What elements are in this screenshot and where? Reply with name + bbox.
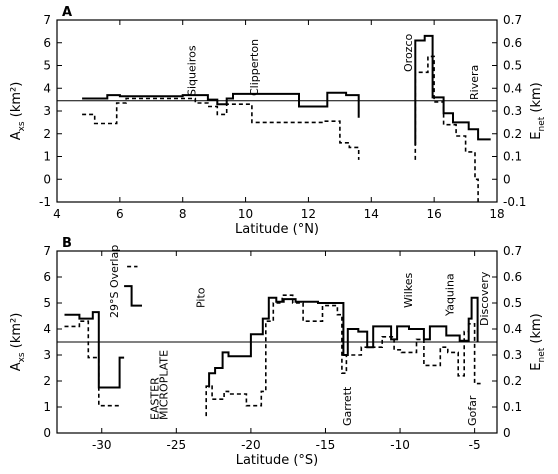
y-left-tick-label: 5 — [43, 59, 51, 73]
y-left-tick-label: 6 — [43, 270, 51, 284]
y-right-tick-label: 0 — [503, 426, 511, 440]
dashed-series-line — [64, 320, 120, 407]
y-right-tick-label: 0.3 — [503, 348, 522, 362]
y-left-tick-label: 2 — [43, 374, 51, 388]
x-tick-label: 4 — [53, 207, 61, 221]
y-right-tick-label: 0.7 — [503, 244, 522, 258]
y-left-tick-label: 1 — [43, 400, 51, 414]
y-right-tick-label: 0.5 — [503, 59, 522, 73]
solid-series-line — [82, 91, 360, 118]
annotation-label: Siqueiros — [185, 45, 198, 96]
y-left-tick-label: 0 — [43, 426, 51, 440]
x-tick-label: -30 — [92, 438, 112, 452]
dashed-series-line — [414, 55, 479, 202]
y-left-tick-label: 6 — [43, 36, 51, 50]
x-tick-label: -5 — [469, 438, 481, 452]
panel-b: B -30 -25 -20 -15 -10 -5 0 1 2 3 4 5 6 7 0 0.1 0.2 0.3 0.4… — [9, 236, 547, 468]
y-left-tick-label: 4 — [43, 322, 51, 336]
y-right-tick-label: 0.6 — [503, 36, 522, 50]
y-right-tick-label: 0.2 — [503, 374, 522, 388]
y-left-tick-label: 3 — [43, 104, 51, 118]
y-right-tick-label: 0.2 — [503, 127, 522, 141]
x-axis-label: Latitude (°N) — [235, 222, 319, 237]
x-tick-label: 14 — [364, 207, 379, 221]
y-left-tick-label: 2 — [43, 127, 51, 141]
y-left-tick-label: 7 — [43, 13, 51, 27]
annotation-label: Gofar — [466, 395, 479, 426]
x-tick-label: 6 — [116, 207, 124, 221]
x-tick-label: 10 — [238, 207, 253, 221]
panel-a-series — [57, 34, 497, 202]
y-right-tick-label: 0.4 — [503, 322, 522, 336]
panel-b-series — [57, 265, 497, 417]
x-tick-label: 8 — [179, 207, 187, 221]
annotation-label: Clipperton — [248, 39, 261, 96]
y-right-tick-label: 0.3 — [503, 104, 522, 118]
x-tick-label: -20 — [241, 438, 261, 452]
panel-a-label: A — [62, 5, 72, 20]
y-right-tick-label: 0.1 — [503, 150, 522, 164]
y-right-tick-label: 0 — [503, 172, 511, 186]
y-right-tick-label: 0.5 — [503, 296, 522, 310]
y-left-axis-label: Axs (km²) — [9, 82, 27, 141]
x-axis-label: Latitude (°S) — [236, 453, 319, 468]
solid-series-line — [124, 285, 142, 307]
panel-a-annotations: Siqueiros Clipperton Orozco Rivera — [185, 34, 481, 100]
panel-a-grid-and-axes: 4 6 8 10 12 14 16 18-101234567-0.100.10.20.30.4… — [9, 13, 547, 237]
y-left-tick-label: 3 — [43, 348, 51, 362]
y-right-axis-label: Enet (km) — [529, 313, 547, 370]
annotation-label: Discovery — [478, 271, 491, 326]
y-right-tick-label: 0.1 — [503, 400, 522, 414]
annotation-label: 29°S Overlap — [108, 245, 121, 318]
y-left-tick-label: 7 — [43, 244, 51, 258]
dashed-series-line — [205, 294, 481, 417]
x-tick-label: -15 — [316, 438, 336, 452]
annotation-label: Yaquina — [444, 273, 457, 317]
y-right-tick-label: 0.7 — [503, 13, 522, 27]
y-left-axis-label: Axs (km²) — [9, 313, 27, 372]
x-tick-label: 18 — [489, 207, 504, 221]
y-left-tick-label: 5 — [43, 296, 51, 310]
y-left-tick-label: -1 — [39, 195, 51, 209]
annotation-label: Rivera — [468, 65, 481, 100]
x-tick-label: 12 — [301, 207, 316, 221]
panel-b-label: B — [62, 236, 72, 251]
y-left-tick-label: 4 — [43, 81, 51, 95]
solid-series-line — [64, 311, 125, 389]
y-right-tick-label: -0.1 — [503, 195, 526, 209]
annotation-label: Wilkes — [402, 273, 415, 308]
annotation-label: Garrett — [341, 386, 354, 426]
y-right-tick-label: 0.6 — [503, 270, 522, 284]
annotation-label: Orozco — [402, 34, 415, 72]
plot-frame — [56, 19, 498, 203]
y-right-axis-label: Enet (km) — [529, 82, 547, 139]
x-tick-label: 16 — [427, 207, 442, 221]
x-tick-label: -25 — [167, 438, 187, 452]
panel-a: A 4 6 8 10 12 14 16 18-101234567-0.100.10.20.30… — [9, 5, 547, 237]
solid-series-line — [414, 34, 491, 146]
y-right-tick-label: 0.4 — [503, 81, 522, 95]
y-left-tick-label: 1 — [43, 150, 51, 164]
dashed-series-line — [82, 97, 360, 160]
annotation-label: Pito — [195, 287, 208, 308]
annotation-label: EASTER — [148, 377, 161, 420]
panel-b-grid-and-axes: -30 -25 -20 -15 -10 -5 0 1 2 3 4 5 6 7 0 0.1 0.2 0.3 0.4 0.… — [9, 244, 547, 468]
annotation-label: MICROPLATE — [157, 350, 170, 420]
solid-series-line — [208, 296, 479, 388]
y-left-tick-label: 0 — [43, 172, 51, 186]
x-tick-label: -10 — [390, 438, 410, 452]
